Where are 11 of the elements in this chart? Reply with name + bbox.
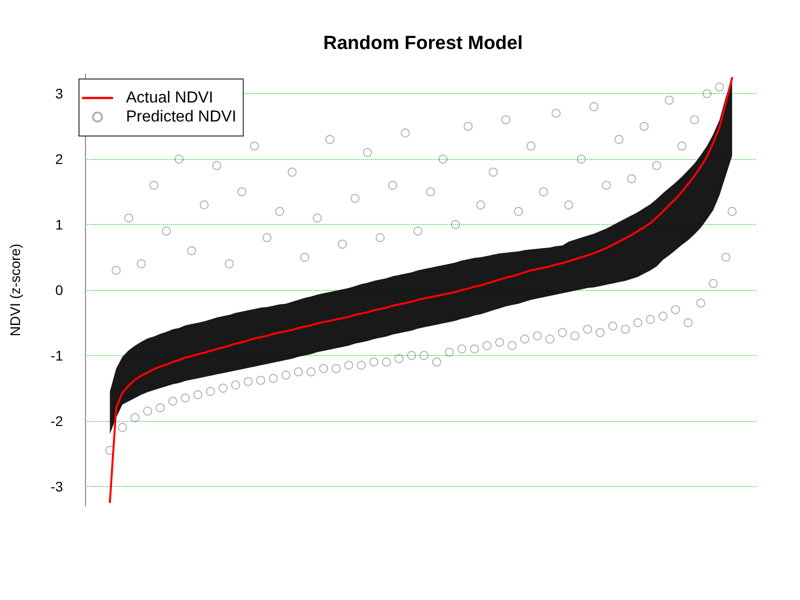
y-tick-label: 0: [55, 282, 64, 298]
legend-label: Actual NDVI: [126, 90, 214, 106]
y-axis-title: NDVI (z-score): [7, 244, 23, 336]
y-tick-label: -2: [50, 412, 64, 429]
y-tick-label: -1: [50, 347, 64, 364]
chart-title: Random Forest Model: [323, 33, 523, 54]
legend-label: Predicted NDVI: [126, 108, 236, 126]
y-tick-label: 3: [55, 86, 64, 102]
y-tick-label: -3: [50, 478, 64, 494]
y-tick-label: 1: [55, 216, 64, 233]
y-tick-label: 2: [55, 151, 64, 168]
